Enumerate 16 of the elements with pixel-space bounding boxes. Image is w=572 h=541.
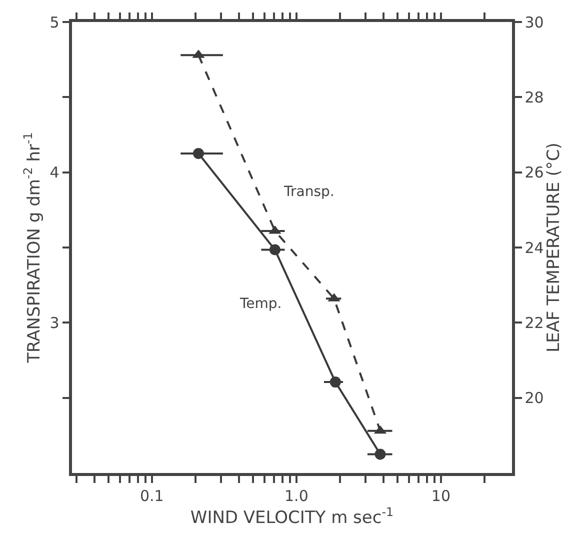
y2-tick-label: 22 [524,314,544,332]
x-tick-label: 10 [431,486,451,505]
x-tick-label: 0.1 [140,486,164,505]
y2-tick-label: 20 [524,389,544,408]
y-tick-label: 5 [50,13,60,32]
y-tick-label: 3 [50,314,60,332]
series-label: Temp. [239,296,282,312]
x-tick-label: 1.0 [284,486,308,505]
y2-tick-label: 28 [524,88,544,106]
x-axis-title: WIND VELOCITY m sec$^{-1}$ [190,505,394,528]
y2-axis-title: LEAF TEMPERATURE (°C) [544,142,564,352]
y2-tick-label: 26 [524,164,544,182]
series-label: Transp. [283,184,334,200]
y2-tick-label: 30 [524,13,544,32]
y2-tick-label: 24 [524,238,544,257]
y-tick-label: 4 [50,164,60,182]
